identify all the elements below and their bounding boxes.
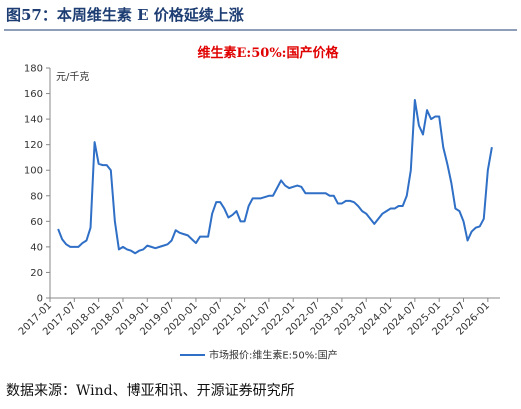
- y-tick-label: 40: [30, 242, 43, 253]
- y-tick-label: 20: [30, 268, 43, 279]
- y-tick-label: 60: [30, 217, 43, 228]
- y-tick-label: 120: [24, 140, 43, 151]
- y-tick-label: 80: [30, 191, 43, 202]
- chart-title: 维生素E:50%:国产价格: [198, 45, 340, 61]
- legend-label: 市场报价:维生素E:50%:国产: [209, 349, 338, 362]
- y-tick-label: 140: [24, 115, 43, 126]
- y-axis-label: 元/千克: [56, 71, 89, 83]
- y-tick-label: 100: [24, 166, 43, 177]
- series-line: [57, 98, 493, 255]
- source: 数据来源：Wind、博亚和讯、开源证券研究所: [6, 382, 295, 399]
- page-title: 图57：本周维生素 E 价格延续上涨: [6, 6, 244, 24]
- y-tick-label: 160: [24, 89, 43, 100]
- y-tick-label: 180: [24, 64, 43, 75]
- y-tick-label: 0: [37, 294, 43, 305]
